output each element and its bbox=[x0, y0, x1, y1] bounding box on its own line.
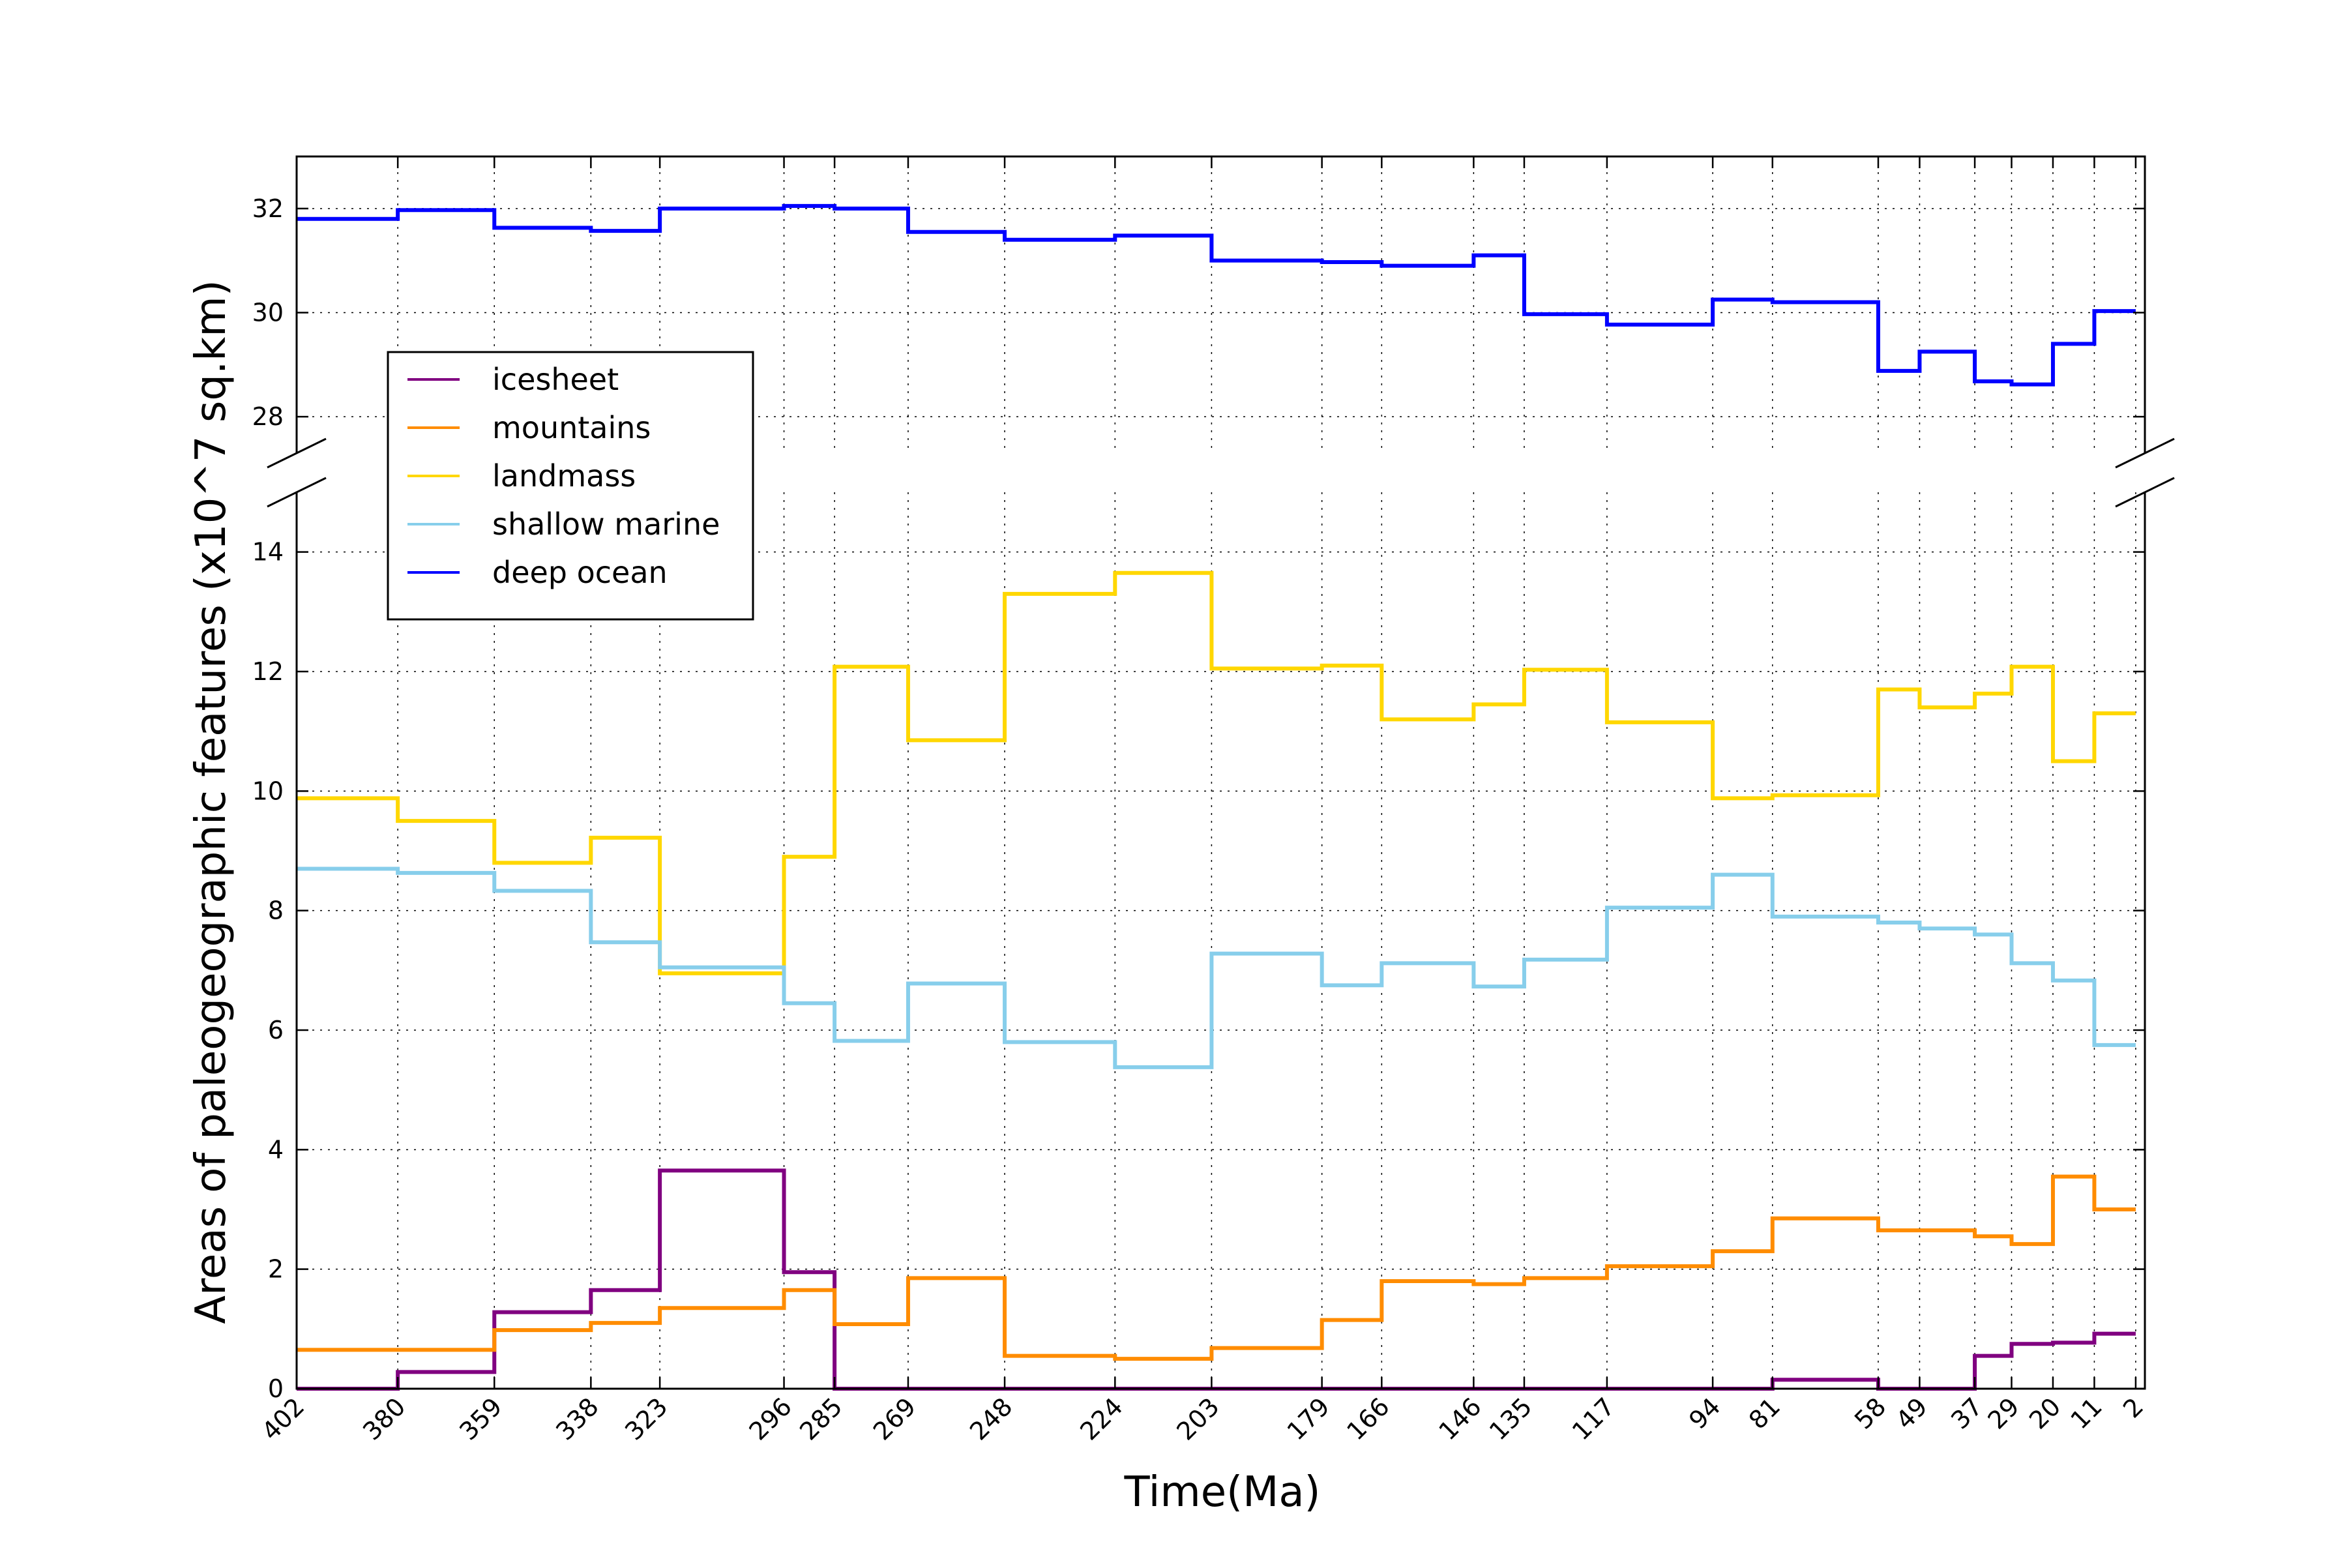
legend-label: landmass bbox=[492, 458, 636, 494]
axis-break-mark bbox=[2115, 477, 2175, 508]
series-shallow-marine bbox=[297, 866, 2136, 1069]
y-tick-label: 28 bbox=[252, 402, 284, 431]
y-tick-label: 0 bbox=[268, 1374, 284, 1403]
lower-panel-frame bbox=[295, 492, 2146, 1390]
y-tick-label: 32 bbox=[252, 194, 284, 223]
axis-break-mark bbox=[2115, 437, 2175, 469]
y-tick-label: 4 bbox=[268, 1135, 284, 1164]
y-tick-label: 10 bbox=[252, 777, 284, 805]
upper-panel-frame bbox=[295, 155, 2146, 453]
axes-frame bbox=[267, 155, 2175, 1390]
legend-box bbox=[387, 351, 754, 621]
grid-lines bbox=[296, 156, 2145, 1389]
series-mountains bbox=[297, 1174, 2136, 1361]
legend-label: mountains bbox=[492, 410, 651, 445]
y-tick-label: 8 bbox=[268, 896, 284, 925]
y-tick-label: 2 bbox=[268, 1255, 284, 1284]
y-tick-label: 6 bbox=[268, 1016, 284, 1044]
axis-break-mark bbox=[267, 437, 327, 469]
y-tick-label: 12 bbox=[252, 657, 284, 686]
x-axis-label: Time(Ma) bbox=[1124, 1468, 1321, 1516]
legend: icesheet mountains landmass shallow marine d… bbox=[387, 351, 754, 621]
legend-label: shallow marine bbox=[492, 507, 720, 542]
series-deep-ocean bbox=[297, 203, 2136, 387]
y-tick-label: 14 bbox=[252, 538, 284, 567]
legend-label: icesheet bbox=[492, 362, 619, 397]
y-tick-label: 30 bbox=[252, 298, 284, 327]
y-axis-label: Areas of paleogeographic features (x10^7… bbox=[187, 280, 235, 1324]
axis-break-mark bbox=[267, 477, 327, 508]
legend-label: deep ocean bbox=[492, 555, 668, 590]
